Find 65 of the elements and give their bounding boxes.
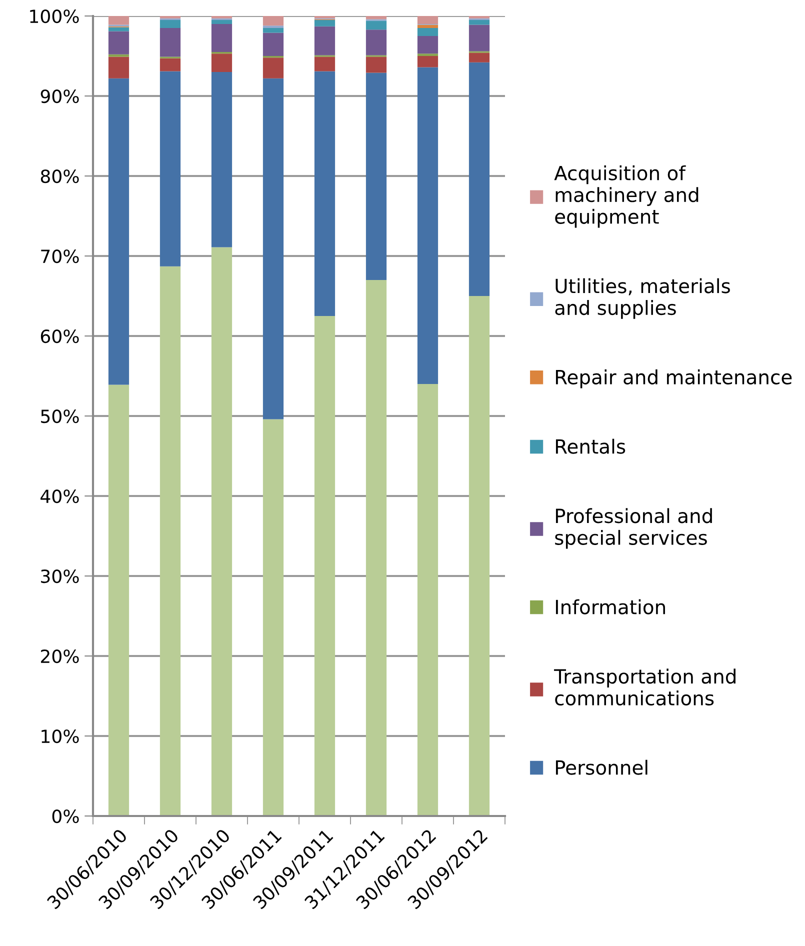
bar: [262, 28, 284, 33]
bar: [262, 16, 284, 26]
bar: [262, 58, 284, 78]
bar: [366, 30, 387, 56]
bar: [211, 54, 232, 72]
y-tick-label: 80%: [40, 169, 79, 184]
y-tick-label: 60%: [40, 329, 79, 344]
bar: [108, 31, 130, 54]
bar: [314, 56, 336, 72]
bar: [160, 58, 181, 72]
bar: [417, 67, 438, 384]
bar: [468, 52, 490, 62]
bar: [366, 280, 387, 816]
bar: [417, 16, 438, 24]
bar: [108, 384, 130, 816]
bar: [108, 56, 130, 78]
bar: [468, 296, 490, 816]
bar: [108, 54, 130, 57]
legend-label: Rentals: [556, 438, 626, 454]
bar: [160, 20, 181, 28]
y-tick-label: 70%: [41, 249, 79, 264]
bar: [314, 71, 336, 316]
legend-label: Professional and special services: [555, 508, 712, 549]
bar: [160, 71, 181, 266]
bar: [468, 20, 490, 25]
bar: [211, 20, 232, 24]
bar: [468, 24, 490, 52]
legend-label: Utilities, materials and supplies: [555, 278, 730, 319]
y-tick-label: 0%: [52, 809, 79, 824]
bar: [262, 419, 284, 816]
bar: [108, 27, 130, 32]
legend-label: Information: [556, 599, 665, 614]
bar: [417, 56, 438, 68]
bar: [468, 62, 490, 296]
bar: [366, 72, 387, 280]
y-tick-label: 50%: [41, 409, 79, 424]
bar: [366, 16, 387, 20]
bar: [262, 32, 284, 56]
bar: [314, 20, 336, 26]
bar: [417, 24, 438, 28]
y-tick-label: 10%: [42, 729, 79, 744]
bar: [108, 16, 130, 25]
bar: [211, 247, 232, 816]
bar: [211, 72, 232, 248]
bar: [314, 26, 336, 56]
bar: [108, 78, 130, 385]
bar: [160, 28, 181, 57]
bar: [417, 28, 438, 36]
bar: [366, 56, 387, 73]
y-tick-label: 90%: [40, 89, 79, 104]
bar: [211, 24, 232, 52]
bar: [262, 78, 284, 420]
bar: [314, 316, 336, 816]
legend-label: Acquisition of machinery and equipment: [554, 165, 698, 228]
legend-label: Transportation and communications: [554, 668, 736, 706]
bar: [417, 384, 438, 816]
legend-label: Personnel: [556, 760, 648, 775]
y-tick-label: 20%: [40, 649, 79, 664]
y-tick-label: 100%: [30, 9, 79, 24]
bar: [366, 20, 387, 30]
y-tick-label: 40%: [40, 489, 79, 504]
bar: [160, 266, 181, 816]
y-tick-label: 30%: [41, 569, 79, 584]
bar: [417, 36, 438, 54]
legend-label: Repair and maintenance: [556, 369, 792, 388]
